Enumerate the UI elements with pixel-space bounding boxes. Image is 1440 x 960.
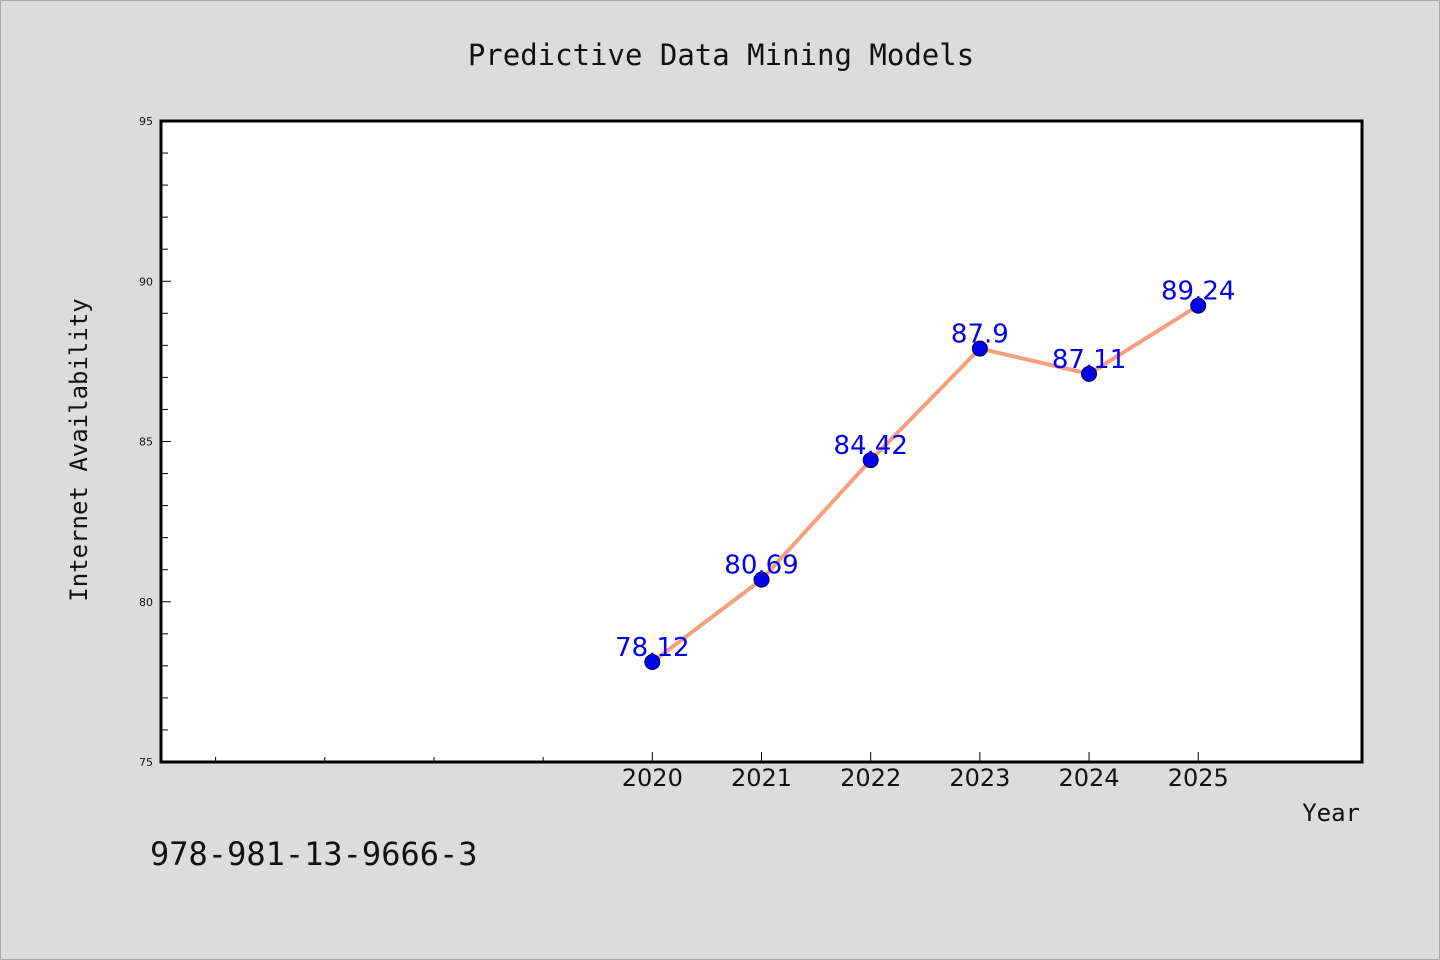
data-label: 80.69 bbox=[724, 551, 798, 581]
data-point bbox=[1190, 297, 1207, 314]
y-tick-label: 85 bbox=[139, 436, 153, 449]
y-axis-label: Internet Availability bbox=[65, 298, 93, 601]
y-tick-label: 75 bbox=[139, 756, 153, 769]
isbn-text: 978-981-13-9666-3 bbox=[150, 835, 478, 873]
x-tick-label: 2024 bbox=[1059, 764, 1120, 792]
data-label: 87.9 bbox=[951, 320, 1009, 350]
data-label: 89.24 bbox=[1161, 277, 1235, 307]
data-point bbox=[971, 340, 988, 357]
chart-title: Predictive Data Mining Models bbox=[468, 38, 974, 72]
x-tick-label: 2020 bbox=[622, 764, 683, 792]
data-point bbox=[753, 571, 770, 588]
x-tick-label: 2025 bbox=[1168, 764, 1229, 792]
x-tick-label: 2022 bbox=[840, 764, 901, 792]
data-point bbox=[644, 654, 661, 671]
series-line bbox=[650, 303, 1201, 665]
x-tick-label: 2023 bbox=[949, 764, 1010, 792]
data-label: 84.42 bbox=[833, 431, 907, 461]
y-tick-label: 90 bbox=[139, 275, 153, 288]
x-axis: 2020 2021 2022 2023 2024 2025 bbox=[215, 752, 1229, 792]
y-tick-label: 80 bbox=[139, 596, 153, 609]
x-tick-label: 2021 bbox=[731, 764, 792, 792]
data-label: 87.11 bbox=[1052, 345, 1126, 375]
y-tick-label: 95 bbox=[139, 115, 153, 128]
data-point bbox=[862, 452, 879, 469]
plot-area bbox=[159, 119, 1364, 764]
x-axis-label: Year bbox=[1302, 799, 1360, 827]
data-point bbox=[1081, 365, 1098, 382]
series-layer: 78.12 80.69 84.42 87.9 87.11 89.24 bbox=[615, 277, 1235, 671]
y-axis: 75 80 85 90 95 bbox=[139, 115, 171, 769]
data-label: 78.12 bbox=[615, 633, 689, 663]
